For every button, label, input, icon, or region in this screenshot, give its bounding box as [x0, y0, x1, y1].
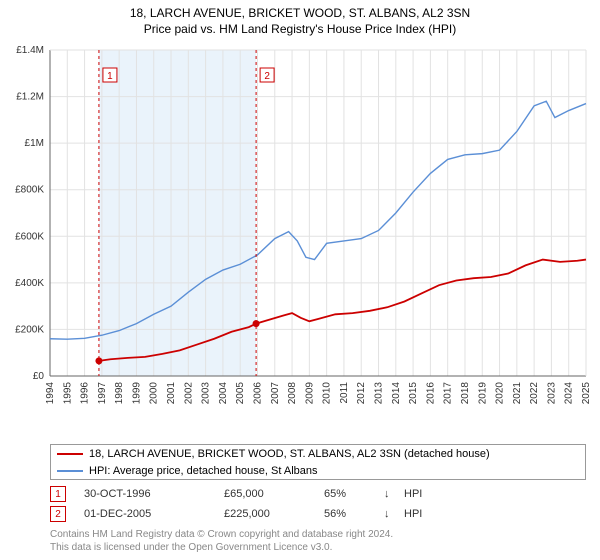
svg-text:2020: 2020 [495, 382, 506, 405]
chart-container: 18, LARCH AVENUE, BRICKET WOOD, ST. ALBA… [0, 0, 600, 560]
svg-text:2025: 2025 [581, 382, 592, 405]
title-address: 18, LARCH AVENUE, BRICKET WOOD, ST. ALBA… [0, 6, 600, 20]
svg-text:1994: 1994 [45, 382, 56, 405]
svg-text:£600K: £600K [15, 231, 44, 242]
legend-label-property: 18, LARCH AVENUE, BRICKET WOOD, ST. ALBA… [89, 448, 490, 460]
transaction-row: 2 01-DEC-2005 £225,000 56% ↓ HPI [50, 504, 586, 524]
svg-text:2015: 2015 [408, 382, 419, 405]
svg-text:2019: 2019 [477, 382, 488, 405]
legend-swatch-hpi [57, 470, 83, 472]
svg-text:2023: 2023 [546, 382, 557, 405]
svg-text:2005: 2005 [235, 382, 246, 405]
svg-text:£400K: £400K [15, 278, 44, 289]
legend-row-property: 18, LARCH AVENUE, BRICKET WOOD, ST. ALBA… [51, 445, 585, 462]
svg-text:2001: 2001 [166, 382, 177, 405]
footer-line1: Contains HM Land Registry data © Crown c… [50, 528, 393, 541]
svg-text:2012: 2012 [356, 382, 367, 405]
legend-label-hpi: HPI: Average price, detached house, St A… [89, 465, 318, 477]
chart-svg: £0£200K£400K£600K£800K£1M£1.2M£1.4M19941… [50, 46, 586, 414]
svg-text:2: 2 [264, 71, 270, 82]
svg-text:2011: 2011 [339, 382, 350, 404]
transaction-row: 1 30-OCT-1996 £65,000 65% ↓ HPI [50, 484, 586, 504]
transaction-marker: 2 [50, 506, 66, 522]
transaction-price: £65,000 [224, 488, 324, 500]
transaction-hpi: HPI [404, 508, 586, 520]
legend-box: 18, LARCH AVENUE, BRICKET WOOD, ST. ALBA… [50, 444, 586, 480]
transaction-price: £225,000 [224, 508, 324, 520]
svg-text:2010: 2010 [322, 382, 333, 405]
svg-text:2009: 2009 [304, 382, 315, 405]
svg-text:2022: 2022 [529, 382, 540, 405]
svg-text:2003: 2003 [201, 382, 212, 405]
title-subtitle: Price paid vs. HM Land Registry's House … [0, 22, 600, 36]
svg-text:2006: 2006 [252, 382, 263, 405]
svg-text:1998: 1998 [114, 382, 125, 405]
svg-text:1996: 1996 [80, 382, 91, 405]
transaction-marker-num: 2 [55, 509, 61, 520]
svg-text:£1.2M: £1.2M [16, 92, 44, 103]
svg-text:£1.4M: £1.4M [16, 45, 44, 56]
title-block: 18, LARCH AVENUE, BRICKET WOOD, ST. ALBA… [0, 0, 600, 36]
svg-text:2000: 2000 [149, 382, 160, 405]
svg-text:£1M: £1M [25, 138, 44, 149]
legend-swatch-property [57, 453, 83, 455]
svg-text:£800K: £800K [15, 185, 44, 196]
svg-text:1995: 1995 [62, 382, 73, 405]
svg-text:2018: 2018 [460, 382, 471, 405]
svg-text:2017: 2017 [443, 382, 454, 405]
svg-text:£200K: £200K [15, 324, 44, 335]
svg-text:2024: 2024 [564, 382, 575, 405]
transaction-pct: 65% [324, 488, 384, 500]
svg-text:1: 1 [107, 71, 113, 82]
transaction-pct: 56% [324, 508, 384, 520]
transaction-marker: 1 [50, 486, 66, 502]
svg-text:1999: 1999 [131, 382, 142, 405]
svg-text:2016: 2016 [425, 382, 436, 405]
svg-text:2008: 2008 [287, 382, 298, 405]
svg-text:2021: 2021 [512, 382, 523, 405]
svg-text:2014: 2014 [391, 382, 402, 405]
svg-text:2013: 2013 [374, 382, 385, 405]
svg-text:2004: 2004 [218, 382, 229, 405]
transaction-hpi: HPI [404, 488, 586, 500]
footer-line2: This data is licensed under the Open Gov… [50, 541, 393, 554]
down-arrow-icon: ↓ [384, 508, 404, 520]
transaction-marker-num: 1 [55, 489, 61, 500]
svg-text:2007: 2007 [270, 382, 281, 405]
svg-text:£0: £0 [33, 371, 45, 382]
transaction-table: 1 30-OCT-1996 £65,000 65% ↓ HPI 2 01-DEC… [50, 484, 586, 524]
transaction-date: 01-DEC-2005 [84, 508, 224, 520]
svg-text:2002: 2002 [183, 382, 194, 405]
down-arrow-icon: ↓ [384, 488, 404, 500]
chart-area: £0£200K£400K£600K£800K£1M£1.2M£1.4M19941… [50, 46, 586, 414]
footer-attribution: Contains HM Land Registry data © Crown c… [50, 528, 393, 554]
svg-text:1997: 1997 [97, 382, 108, 405]
transaction-date: 30-OCT-1996 [84, 488, 224, 500]
legend-row-hpi: HPI: Average price, detached house, St A… [51, 462, 585, 479]
